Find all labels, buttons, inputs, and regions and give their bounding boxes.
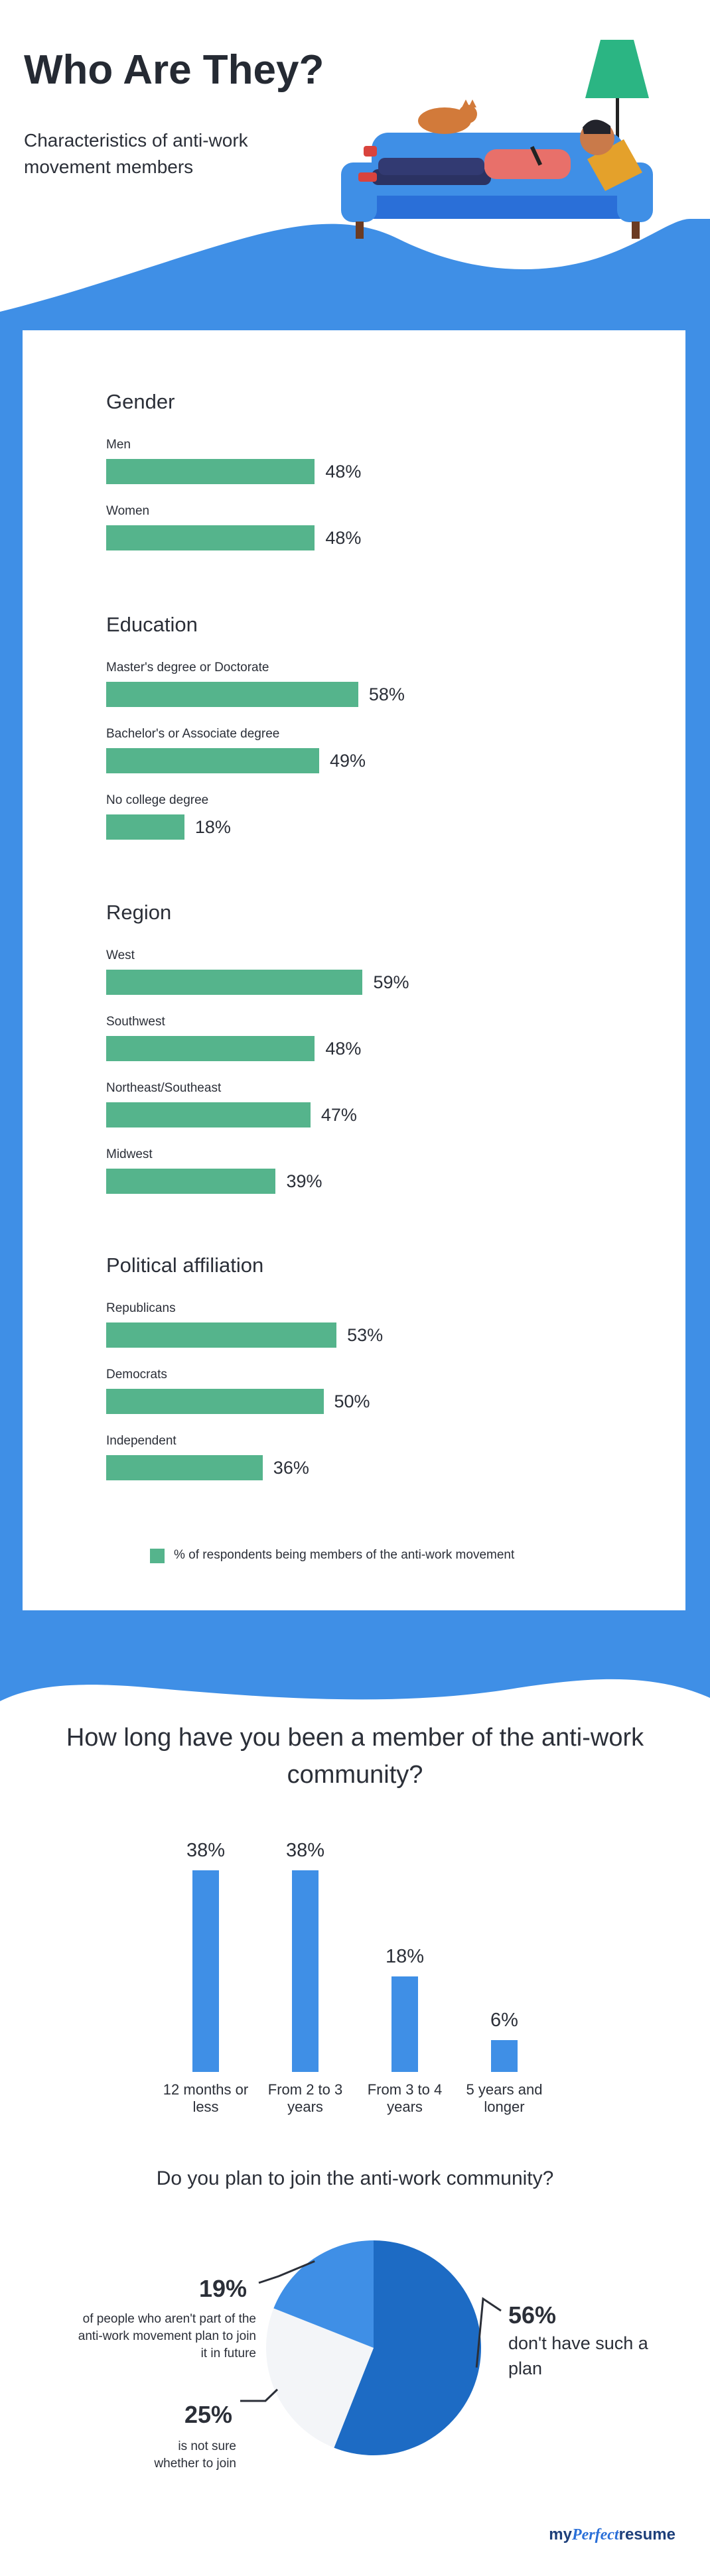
bar-category-label: Bachelor's or Associate degree (106, 727, 280, 741)
group-title: Political affiliation (106, 1254, 264, 1277)
legend-swatch (150, 1549, 165, 1563)
bar-value-label: 18% (194, 817, 231, 837)
pie-leader-line (258, 2260, 315, 2284)
pie-label-value-19: 19% (199, 2275, 248, 2302)
bar-category-label: Midwest (106, 1147, 153, 1161)
person-icon (358, 119, 614, 185)
bar-value-label: 48% (325, 528, 362, 548)
bar-value-label: 53% (347, 1325, 384, 1345)
bar-value-label: 47% (320, 1105, 357, 1125)
bar (106, 1389, 324, 1414)
sofa-illustration (341, 40, 653, 239)
bar-category-label: Northeast/Southeast (106, 1081, 222, 1095)
group-title: Education (106, 613, 198, 636)
bar-category-label: Republicans (106, 1301, 176, 1315)
bar (106, 1036, 315, 1061)
tenure-chart-title: How long have you been a member of the a… (66, 1724, 644, 1789)
pie-label-desc-56: don't have such a plan (508, 2333, 648, 2378)
demographics-card: Gender Men 48% Women 48% Education Master's de… (23, 330, 685, 1610)
bar-value-label: 59% (373, 972, 409, 992)
pie-leader-line (240, 2388, 279, 2402)
bar (106, 682, 358, 707)
bar (106, 459, 315, 484)
cat-icon (418, 99, 477, 134)
bar (106, 1322, 337, 1348)
group-title: Gender (106, 390, 175, 413)
bar (106, 814, 184, 840)
bar-value-label: 50% (334, 1391, 370, 1411)
bar-category-label: Democrats (106, 1368, 167, 1382)
bar (106, 525, 315, 550)
bar-category-label: West (106, 948, 135, 962)
pie-slice (266, 2308, 374, 2448)
pie-label-desc-19: of people who aren't part of the anti-wo… (78, 2312, 256, 2360)
logo-text-my: my (549, 2526, 572, 2544)
page-subtitle: Characteristics of anti-work movement me… (24, 130, 248, 177)
group-title: Region (106, 901, 172, 924)
bar-category-label: Women (106, 504, 150, 518)
bar (106, 1169, 276, 1194)
bar-category-label: Men (106, 438, 131, 452)
pie-leader-line (475, 2297, 502, 2368)
myperfectresume-logo: myPerfectresume (549, 2526, 675, 2544)
bar (106, 970, 363, 995)
bar-category-label: Southwest (106, 1015, 165, 1029)
logo-text-resume: resume (618, 2526, 675, 2544)
logo-text-perfect: Perfect (571, 2526, 619, 2544)
pie-slice (334, 2240, 482, 2456)
pie-label-value-25: 25% (184, 2401, 233, 2428)
bar (106, 748, 319, 773)
bar-value-label: 48% (325, 462, 362, 482)
bar-category-label: Independent (106, 1434, 177, 1448)
bar (106, 1102, 311, 1127)
page-title: Who Are They? (24, 47, 324, 93)
bar-value-label: 36% (273, 1458, 309, 1478)
bar-value-label: 48% (325, 1039, 362, 1059)
bar-value-label: 58% (368, 684, 405, 704)
pie-label-desc-25: is not sure whether to join (154, 2439, 236, 2471)
pie-label-value-56: 56% (508, 2301, 557, 2329)
legend-label: % of respondents being members of the an… (174, 1548, 515, 1562)
bar-value-label: 39% (286, 1171, 322, 1191)
bar (106, 1455, 263, 1480)
bar-category-label: No college degree (106, 793, 209, 807)
pie-slice (273, 2240, 374, 2348)
plan-chart-title: Do you plan to join the anti-work commun… (156, 2167, 554, 2189)
bar-value-label: 49% (329, 751, 366, 771)
bar-category-label: Master's degree or Doctorate (106, 661, 269, 675)
